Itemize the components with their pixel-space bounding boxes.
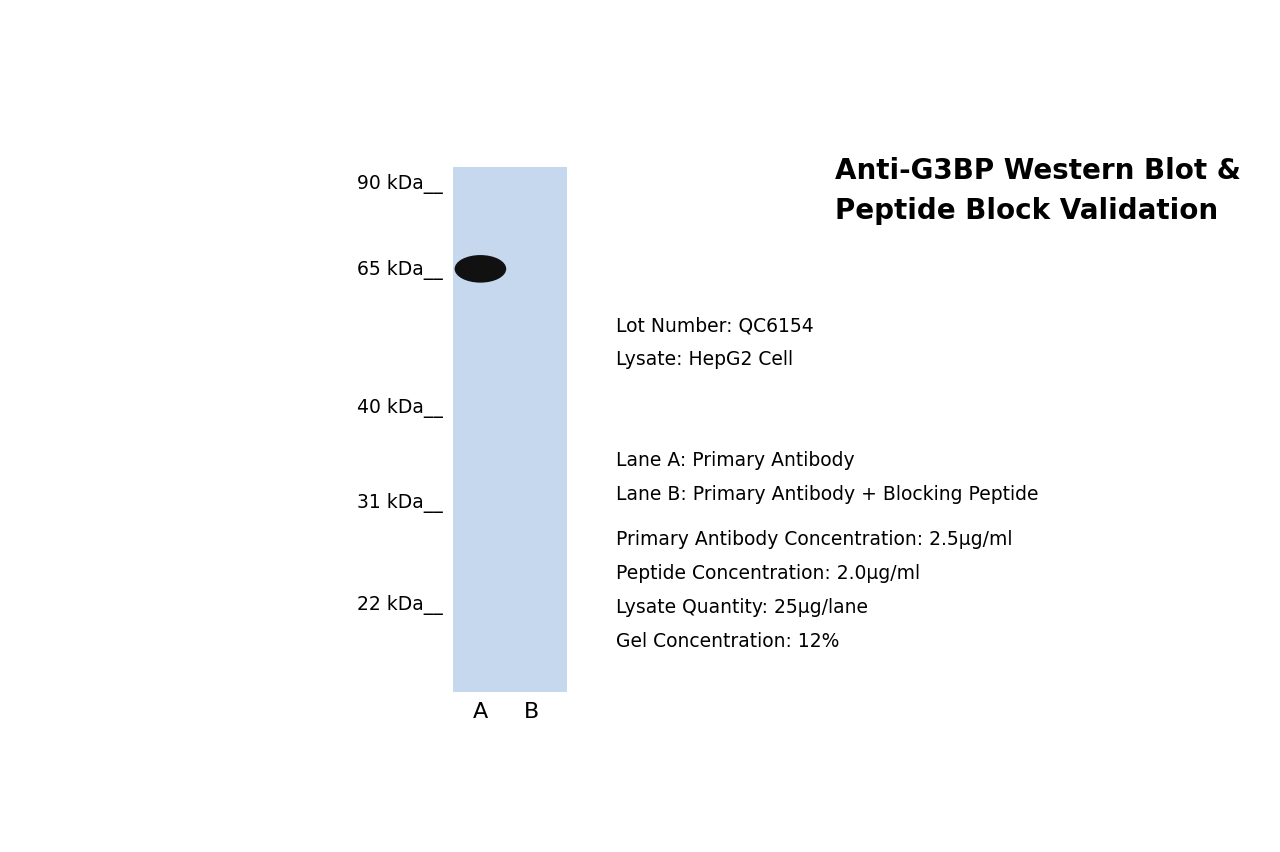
Text: Lysate Quantity: 25μg/lane: Lysate Quantity: 25μg/lane <box>617 597 868 616</box>
Text: Lane A: Primary Antibody: Lane A: Primary Antibody <box>617 451 855 469</box>
Text: Gel Concentration: 12%: Gel Concentration: 12% <box>617 631 840 650</box>
Bar <box>453 168 567 693</box>
Text: Peptide Concentration: 2.0μg/ml: Peptide Concentration: 2.0μg/ml <box>617 563 920 582</box>
Text: Lane B: Primary Antibody + Blocking Peptide: Lane B: Primary Antibody + Blocking Pept… <box>617 485 1039 504</box>
Text: Lysate: HepG2 Cell: Lysate: HepG2 Cell <box>617 350 794 369</box>
Text: 90 kDa__: 90 kDa__ <box>357 175 443 194</box>
Text: Lot Number: QC6154: Lot Number: QC6154 <box>617 316 814 335</box>
Text: Peptide Block Validation: Peptide Block Validation <box>835 197 1217 224</box>
Ellipse shape <box>454 256 506 284</box>
Text: 65 kDa__: 65 kDa__ <box>357 260 443 279</box>
Text: A: A <box>472 701 488 721</box>
Text: Primary Antibody Concentration: 2.5μg/ml: Primary Antibody Concentration: 2.5μg/ml <box>617 529 1012 548</box>
Text: 31 kDa__: 31 kDa__ <box>357 492 443 512</box>
Text: B: B <box>525 701 540 721</box>
Text: 22 kDa__: 22 kDa__ <box>357 594 443 614</box>
Text: 40 kDa__: 40 kDa__ <box>357 397 443 417</box>
Text: Anti-G3BP Western Blot &: Anti-G3BP Western Blot & <box>835 157 1240 185</box>
